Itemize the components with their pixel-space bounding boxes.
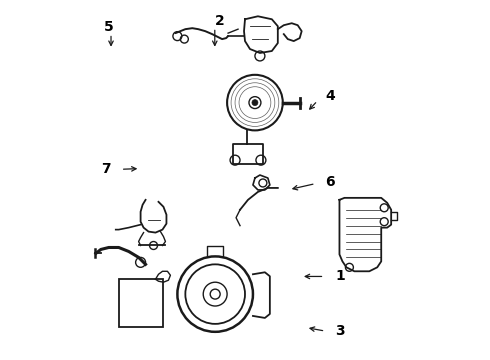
Circle shape: [252, 100, 258, 105]
Text: 3: 3: [335, 324, 345, 338]
Text: 6: 6: [325, 175, 335, 189]
Text: 2: 2: [215, 14, 224, 28]
Text: 4: 4: [325, 89, 335, 103]
Text: 7: 7: [101, 162, 111, 176]
Text: 5: 5: [104, 21, 114, 35]
Text: 1: 1: [335, 269, 345, 283]
Bar: [119, 279, 164, 327]
